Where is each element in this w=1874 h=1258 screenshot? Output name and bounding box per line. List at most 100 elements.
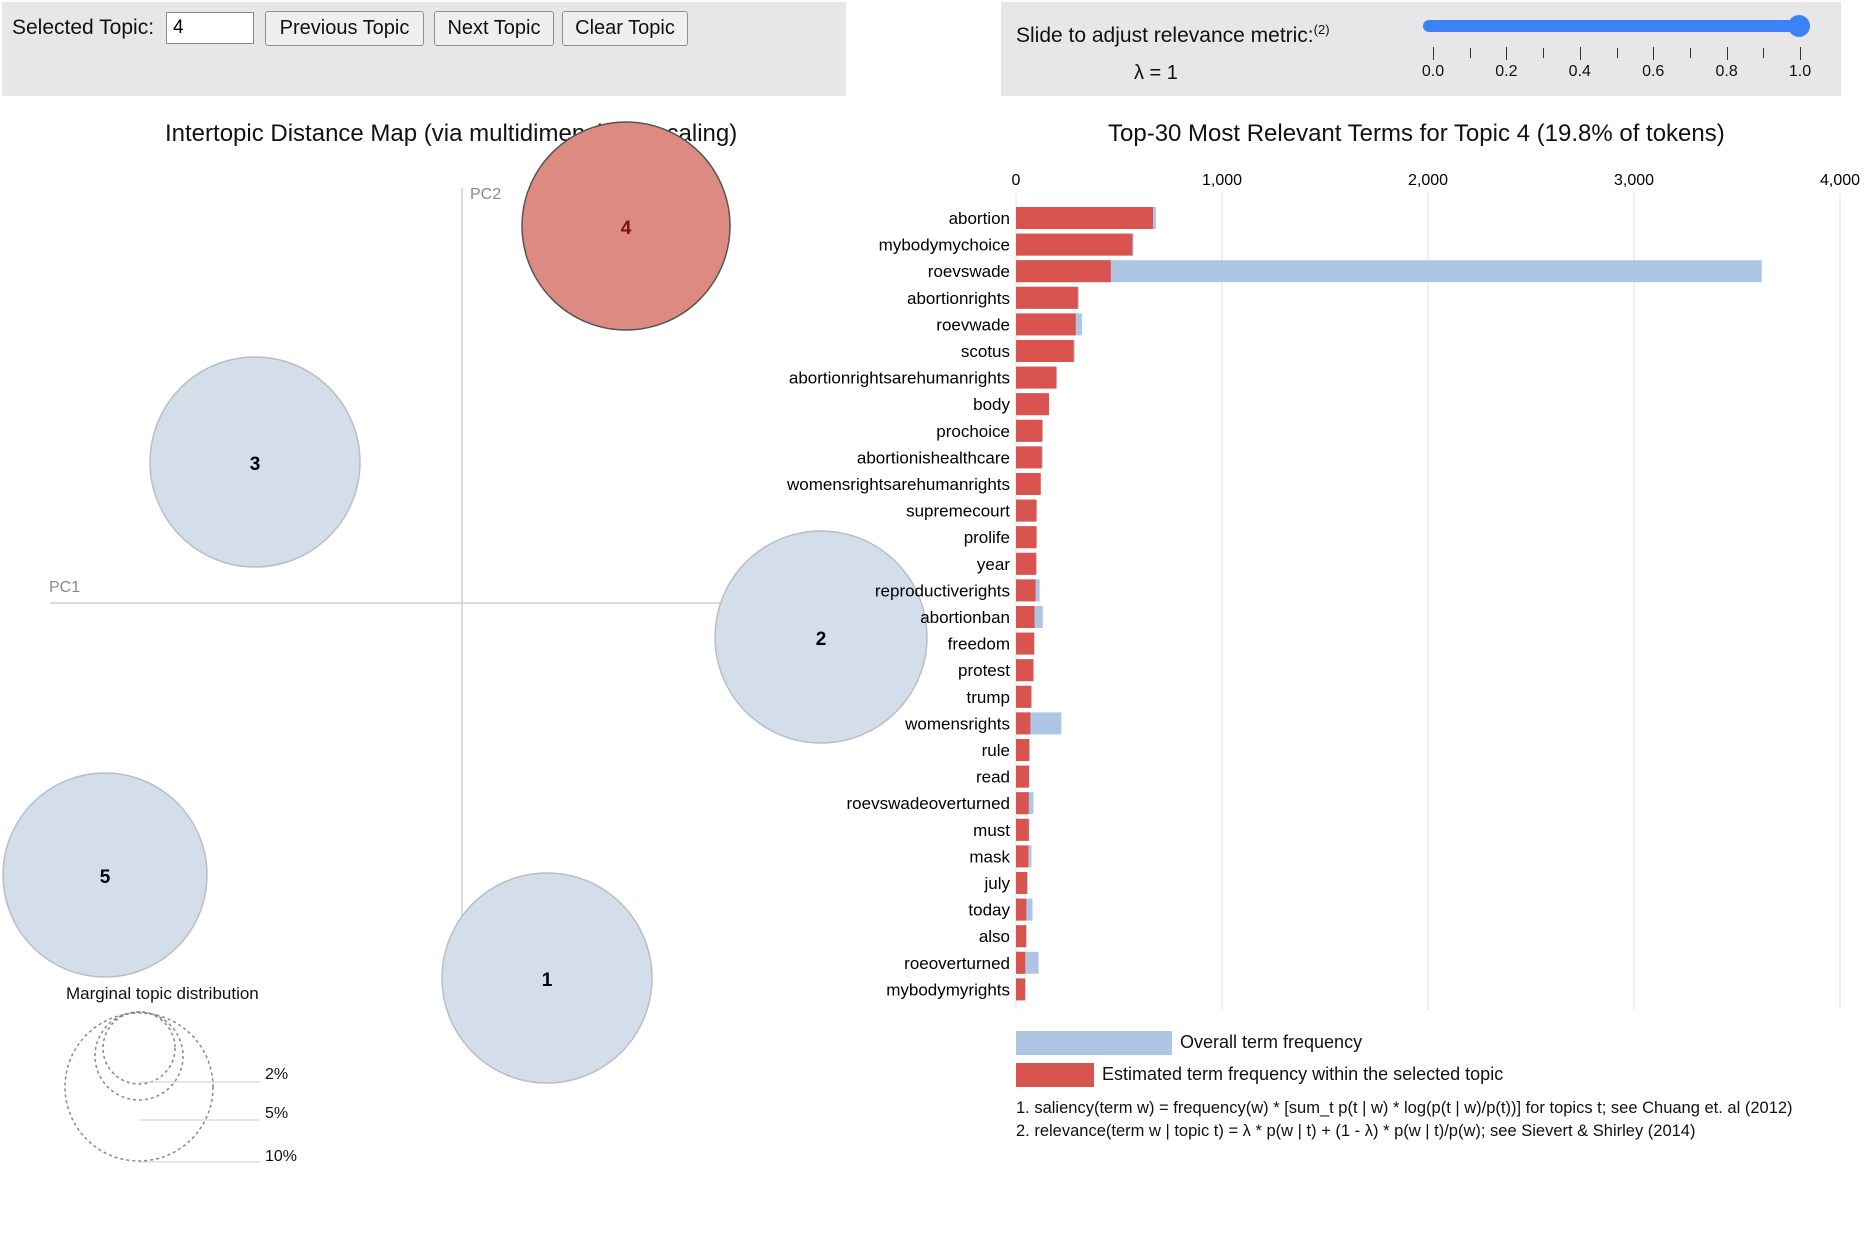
legend-overall-label: Overall term frequency	[1180, 1032, 1363, 1052]
slider-tick-mark	[1506, 47, 1508, 60]
bar-topic-abortionrightsarehumanrights[interactable]	[1016, 366, 1057, 389]
bar-topic-roeoverturned[interactable]	[1016, 951, 1026, 974]
term-label-roeoverturned[interactable]: roeoverturned	[904, 954, 1010, 973]
term-label-roevswadeoverturned[interactable]: roevswadeoverturned	[847, 794, 1010, 813]
relevance-slider-thumb[interactable]	[1788, 15, 1810, 37]
topic-label-3: 3	[250, 454, 261, 475]
bar-topic-freedom[interactable]	[1016, 632, 1035, 655]
footnote-relevance: 2. relevance(term w | topic t) = λ * p(w…	[1016, 1122, 1696, 1140]
bar-topic-scotus[interactable]	[1016, 340, 1074, 362]
marginal-level-5: 5%	[265, 1105, 289, 1122]
slider-tick-label: 0.2	[1495, 63, 1518, 80]
term-label-supremecourt[interactable]: supremecourt	[906, 502, 1010, 521]
term-label-prolife[interactable]: prolife	[964, 528, 1010, 547]
bar-topic-abortionban[interactable]	[1016, 606, 1035, 628]
topic-label-1: 1	[542, 970, 553, 991]
topic-circle-5[interactable]: 5	[2, 772, 208, 978]
bar-topic-prolife[interactable]	[1016, 526, 1037, 549]
bar-topic-rule[interactable]	[1016, 739, 1030, 761]
x-tick-label: 0	[1012, 172, 1021, 189]
term-label-womensrightsarehumanrights[interactable]: womensrightsarehumanrights	[786, 475, 1010, 494]
bar-topic-reproductiverights[interactable]	[1016, 579, 1036, 602]
term-label-today[interactable]: today	[968, 901, 1010, 920]
bar-topic-body[interactable]	[1016, 393, 1049, 416]
term-label-abortionishealthcare[interactable]: abortionishealthcare	[857, 448, 1010, 467]
bar-topic-mybodymychoice[interactable]	[1016, 233, 1133, 256]
term-label-read[interactable]: read	[976, 768, 1010, 787]
slider-tick-label: 0.4	[1568, 63, 1591, 80]
term-label-also[interactable]: also	[979, 927, 1010, 946]
term-label-july[interactable]: july	[983, 874, 1010, 893]
bar-topic-must[interactable]	[1016, 818, 1029, 841]
term-label-prochoice[interactable]: prochoice	[936, 422, 1010, 441]
x-tick-label: 3,000	[1614, 172, 1654, 189]
bar-topic-supremecourt[interactable]	[1016, 499, 1037, 522]
term-label-womensrights[interactable]: womensrights	[904, 714, 1010, 733]
term-label-roevswade[interactable]: roevswade	[928, 262, 1010, 281]
bar-topic-abortion[interactable]	[1016, 207, 1153, 229]
relevance-slider-label: Slide to adjust relevance metric:(2)	[1016, 22, 1330, 47]
bar-topic-read[interactable]	[1016, 765, 1029, 788]
slider-tick-label: 0.8	[1715, 63, 1738, 80]
bar-chart: 0 1,000 2,000 3,000 4,000 abortion mybodymycho…	[786, 172, 1860, 1010]
legend-overall-swatch	[1016, 1031, 1172, 1055]
bar-topic-protest[interactable]	[1016, 659, 1034, 682]
bar-topic-roevswadeoverturned[interactable]	[1016, 792, 1029, 815]
term-label-abortion[interactable]: abortion	[949, 209, 1010, 228]
selected-topic-input[interactable]	[166, 12, 254, 44]
slider-tick-mark	[1579, 47, 1581, 60]
term-label-freedom[interactable]: freedom	[948, 635, 1010, 654]
bar-topic-abortionishealthcare[interactable]	[1016, 446, 1042, 469]
term-label-trump[interactable]: trump	[967, 688, 1010, 707]
bar-topic-mybodymyrights[interactable]	[1016, 978, 1026, 1001]
bar-topic-also[interactable]	[1016, 925, 1027, 948]
slider-tick-mark	[1763, 48, 1765, 58]
term-label-must[interactable]: must	[973, 821, 1010, 840]
bar-topic-mask[interactable]	[1016, 845, 1029, 868]
slider-tick-mark	[1433, 47, 1434, 60]
term-label-mybodymychoice[interactable]: mybodymychoice	[879, 236, 1010, 255]
term-label-body[interactable]: body	[973, 395, 1010, 414]
bar-topic-abortionrights[interactable]	[1016, 286, 1078, 309]
x-tick-label: 2,000	[1408, 172, 1448, 189]
marginal-distribution-legend	[64, 1011, 260, 1163]
bar-topic-womensrightsarehumanrights[interactable]	[1016, 473, 1041, 495]
bar-topic-year[interactable]	[1016, 552, 1037, 575]
bar-topic-roevswade[interactable]	[1016, 260, 1111, 283]
topic-circle-4[interactable]: 4	[521, 121, 731, 331]
slider-tick-mark	[1653, 47, 1655, 60]
bar-topic-trump[interactable]	[1016, 685, 1032, 708]
previous-topic-button[interactable]: Previous Topic	[265, 11, 424, 46]
term-label-rule[interactable]: rule	[982, 741, 1010, 760]
clear-topic-button[interactable]: Clear Topic	[562, 11, 688, 46]
bar-overall-roevswade[interactable]	[1016, 260, 1762, 283]
topic-circle-3[interactable]: 3	[149, 356, 361, 568]
slider-tick-mark	[1616, 48, 1618, 58]
topic-circle-1[interactable]: 1	[441, 872, 653, 1084]
footnote-saliency: 1. saliency(term w) = frequency(w) * [su…	[1016, 1099, 1793, 1117]
term-label-abortionrights[interactable]: abortionrights	[907, 289, 1010, 308]
term-label-reproductiverights[interactable]: reproductiverights	[875, 581, 1010, 600]
term-label-scotus[interactable]: scotus	[961, 342, 1010, 361]
relevance-slider-track[interactable]	[1423, 20, 1798, 32]
bar-topic-prochoice[interactable]	[1016, 419, 1043, 442]
bar-topic-womensrights[interactable]	[1016, 712, 1031, 735]
term-label-mask[interactable]: mask	[969, 847, 1010, 866]
term-label-year[interactable]: year	[977, 555, 1010, 574]
term-label-abortionban[interactable]: abortionban	[920, 608, 1010, 627]
term-label-protest[interactable]: protest	[958, 661, 1010, 680]
bar-topic-july[interactable]	[1016, 872, 1028, 894]
next-topic-button[interactable]: Next Topic	[434, 11, 554, 46]
term-label-abortionrightsarehumanrights[interactable]: abortionrightsarehumanrights	[789, 369, 1010, 388]
term-label-mybodymyrights[interactable]: mybodymyrights	[886, 980, 1010, 999]
bar-topic-roevwade[interactable]	[1016, 313, 1076, 336]
slider-tick-label: 0.0	[1421, 63, 1445, 80]
bar-topic-today[interactable]	[1016, 898, 1027, 921]
topic-circle-2[interactable]: 2	[714, 530, 928, 744]
slider-tick-mark	[1726, 47, 1728, 60]
legend-topic-swatch	[1016, 1063, 1094, 1087]
term-label-roevwade[interactable]: roevwade	[936, 315, 1010, 334]
lambda-value: λ = 1	[1134, 62, 1178, 84]
marginal-level-10: 10%	[265, 1148, 298, 1165]
